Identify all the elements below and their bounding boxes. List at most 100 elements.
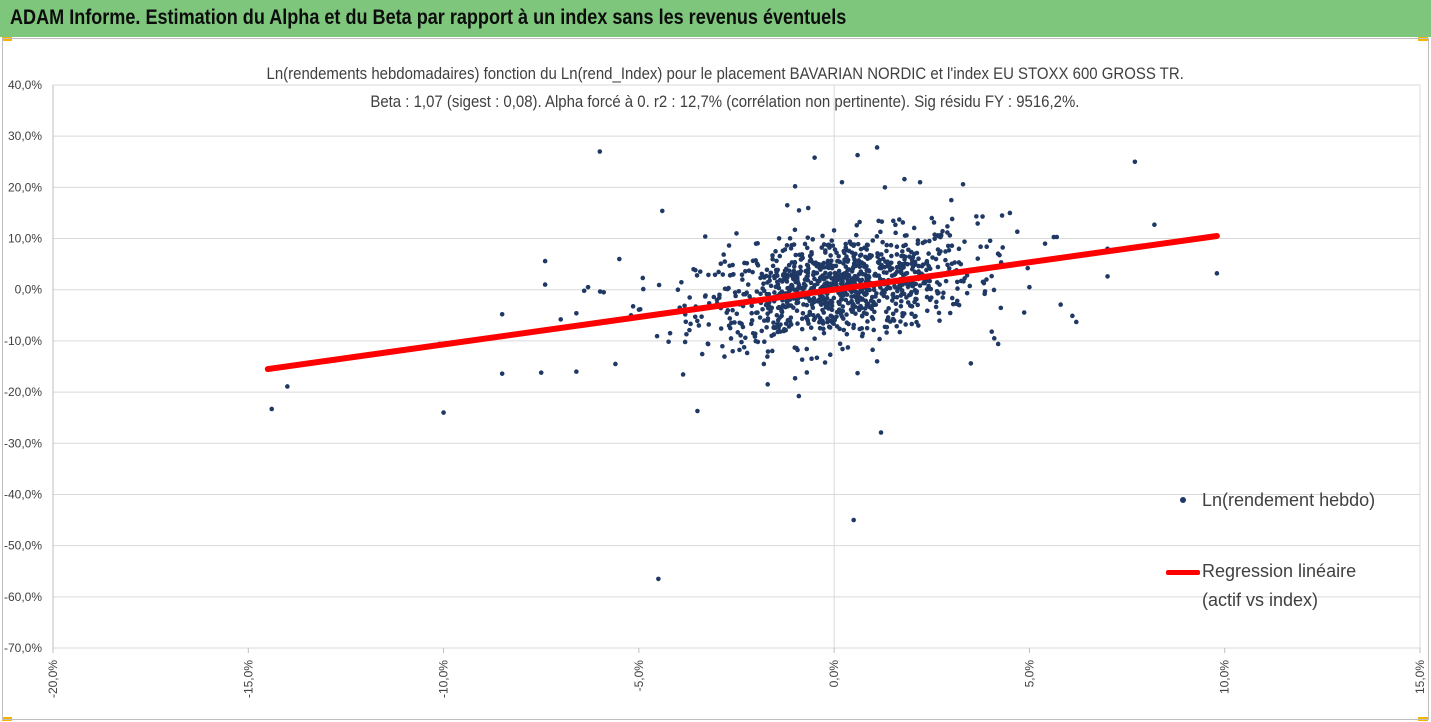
scatter-point	[441, 410, 446, 415]
scatter-point	[945, 262, 950, 268]
scatter-point	[958, 261, 964, 267]
scatter-point	[934, 299, 939, 305]
scatter-point	[765, 301, 770, 306]
scatter-point	[783, 304, 788, 310]
scatter-point	[687, 327, 692, 333]
scatter-point	[1152, 222, 1157, 228]
scatter-point	[733, 293, 738, 299]
scatter-point	[845, 300, 851, 306]
scatter-point	[667, 330, 673, 336]
scatter-point	[749, 318, 755, 323]
scatter-point	[837, 341, 843, 347]
scatter-point	[828, 313, 834, 319]
scatter-point	[857, 219, 862, 225]
scatter-point	[818, 264, 824, 269]
scatter-point	[777, 315, 783, 320]
scatter-point	[750, 269, 755, 275]
scatter-point	[741, 344, 747, 350]
scatter-point	[804, 370, 810, 375]
scatter-point	[882, 185, 888, 190]
scatter-point	[759, 328, 765, 334]
scatter-point	[870, 238, 876, 243]
scatter-point	[949, 197, 954, 203]
scatter-point	[793, 252, 799, 258]
scatter-point	[796, 393, 802, 399]
scatter-point	[740, 277, 745, 282]
scatter-point	[933, 256, 939, 262]
scatter-point	[815, 313, 821, 318]
scatter-point	[829, 303, 835, 309]
scatter-point	[695, 318, 700, 324]
scatter-point	[887, 319, 893, 324]
scatter-point	[949, 216, 955, 222]
scatter-point	[814, 355, 820, 361]
scatter-point	[933, 304, 939, 310]
scatter-point	[1051, 234, 1057, 240]
scatter-point	[726, 323, 732, 328]
scatter-point	[765, 382, 770, 387]
scatter-point	[877, 265, 883, 271]
scatter-point	[807, 309, 813, 315]
scatter-point	[899, 253, 904, 259]
scatter-point	[909, 321, 915, 327]
scatter-point	[883, 309, 889, 315]
scatter-point	[887, 285, 893, 291]
scatter-point	[829, 318, 834, 324]
scatter-point	[597, 149, 603, 154]
scatter-point	[898, 303, 904, 309]
scatter-point	[771, 332, 777, 337]
scatter-point	[640, 275, 646, 281]
y-tick-label: 30,0%	[8, 129, 42, 143]
scatter-point	[712, 272, 718, 278]
scatter-point	[889, 273, 895, 279]
scatter-point	[792, 184, 798, 189]
scatter-point	[833, 263, 839, 269]
scatter-point	[859, 313, 865, 319]
scatter-point	[943, 249, 948, 254]
scatter-point	[617, 256, 622, 262]
scatter-point	[989, 273, 994, 279]
scatter-point	[862, 245, 867, 251]
scatter-point	[874, 359, 880, 364]
scatter-point	[868, 298, 874, 303]
scatter-point	[898, 269, 903, 275]
scatter-point	[859, 277, 865, 283]
scatter-point	[747, 294, 752, 299]
scatter-point	[908, 292, 913, 297]
scatter-point	[802, 241, 808, 247]
scatter-point	[884, 330, 889, 335]
scatter-point	[893, 230, 898, 236]
scatter-point	[852, 274, 858, 279]
x-tick-label: -5,0%	[632, 660, 646, 692]
scatter-point	[807, 258, 813, 264]
scatter-point	[954, 279, 960, 285]
scatter-point	[799, 316, 805, 322]
scatter-point	[880, 256, 886, 262]
scatter-point	[799, 286, 805, 291]
scatter-point	[656, 282, 662, 288]
scatter-point	[727, 273, 733, 278]
scatter-point	[926, 283, 931, 289]
scatter-point	[879, 252, 884, 257]
scatter-point	[772, 275, 777, 281]
scatter-point	[865, 242, 870, 248]
scatter-point	[975, 221, 980, 226]
scatter-point	[804, 346, 810, 352]
x-tick-label: 15,0%	[1413, 660, 1427, 694]
scatter-point	[750, 258, 756, 264]
scatter-point	[737, 347, 742, 353]
legend-marker-regression	[1166, 570, 1200, 575]
legend-label-regression-line2: (actif vs index)	[1202, 590, 1319, 610]
scatter-point	[780, 273, 786, 278]
scatter-point	[682, 303, 687, 309]
scatter-point	[917, 283, 923, 288]
scatter-point	[792, 375, 798, 381]
scatter-point	[964, 273, 970, 278]
scatter-point	[754, 261, 760, 266]
scatter-point	[922, 239, 928, 244]
scatter-point	[692, 314, 698, 320]
scatter-point	[852, 257, 857, 262]
scatter-point	[770, 263, 776, 269]
scatter-point	[954, 298, 960, 304]
